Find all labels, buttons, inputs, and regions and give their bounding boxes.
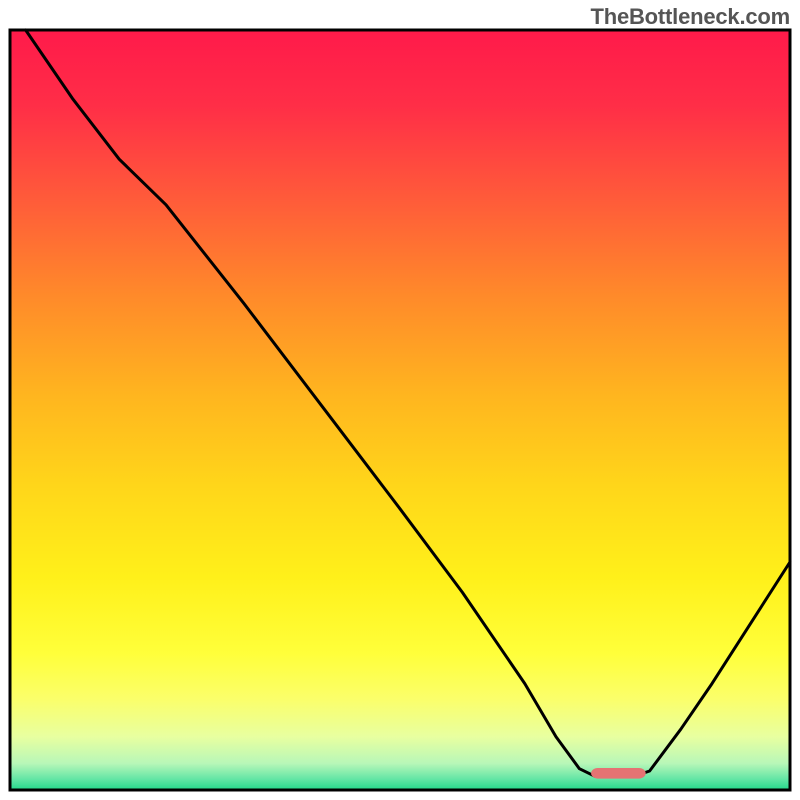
chart-svg bbox=[0, 0, 800, 800]
plot-background bbox=[10, 30, 790, 790]
optimal-marker bbox=[591, 768, 646, 779]
watermark-text: TheBottleneck.com bbox=[590, 4, 790, 30]
bottleneck-chart: TheBottleneck.com bbox=[0, 0, 800, 800]
